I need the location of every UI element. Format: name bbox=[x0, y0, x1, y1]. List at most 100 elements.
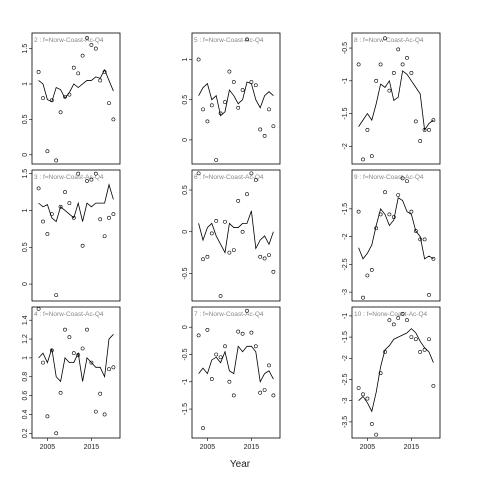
data-point bbox=[396, 193, 401, 197]
data-point bbox=[400, 176, 405, 181]
data-point bbox=[413, 337, 418, 342]
data-point bbox=[231, 393, 236, 398]
y-tick-label: 0.5 bbox=[182, 95, 189, 105]
fit-line bbox=[358, 70, 434, 132]
data-point bbox=[218, 294, 223, 298]
data-point bbox=[63, 327, 67, 332]
data-point bbox=[98, 78, 103, 83]
data-point bbox=[93, 409, 98, 414]
panel: 2 : f=Norw-Coast-Ac-Q4 0 0.5 1 1.5 bbox=[22, 32, 121, 165]
data-point bbox=[383, 190, 387, 195]
data-point bbox=[201, 426, 205, 431]
y-tick-label: 0.4 bbox=[22, 409, 29, 419]
y-tick-label: -2 bbox=[342, 143, 349, 149]
x-tick-label: 2015 bbox=[404, 444, 420, 451]
y-tick-label: 0.5 bbox=[22, 242, 29, 252]
data-point bbox=[41, 219, 45, 224]
y-tick-label: 1 bbox=[22, 82, 29, 86]
data-point bbox=[405, 55, 409, 60]
plot-frame bbox=[351, 169, 441, 302]
data-point bbox=[45, 149, 50, 154]
data-point bbox=[45, 232, 50, 236]
data-point bbox=[85, 179, 89, 183]
data-point bbox=[400, 311, 405, 316]
y-tick-label: -3 bbox=[342, 289, 349, 295]
data-point bbox=[63, 190, 67, 194]
data-point bbox=[209, 231, 214, 236]
data-point bbox=[383, 36, 387, 41]
data-point bbox=[107, 215, 111, 220]
panel: 8 : f=Norw-Coast-Ac-Q4 -2 -1.5 -1 -0.5 bbox=[342, 32, 441, 165]
data-point bbox=[80, 243, 85, 248]
plot-frame bbox=[191, 32, 281, 165]
data-point bbox=[396, 316, 401, 320]
data-point bbox=[205, 328, 210, 332]
data-point bbox=[41, 360, 45, 365]
plot-frame bbox=[351, 32, 441, 165]
data-point bbox=[405, 318, 409, 323]
data-point bbox=[89, 43, 94, 47]
data-point bbox=[409, 209, 414, 214]
x-tick-label: 2005 bbox=[200, 444, 216, 451]
panel-title: 4 : f=Norw-Coast-Ac-Q4 bbox=[34, 311, 104, 318]
plot-frame bbox=[31, 32, 121, 165]
data-point bbox=[236, 329, 241, 334]
data-point bbox=[54, 158, 59, 163]
data-point bbox=[209, 377, 214, 381]
data-point bbox=[245, 308, 249, 313]
data-point bbox=[378, 62, 383, 67]
data-point bbox=[249, 330, 254, 335]
data-point bbox=[214, 218, 219, 223]
data-point bbox=[245, 192, 249, 197]
plot-frame bbox=[191, 306, 281, 439]
panel-title: 7 : f=Norw-Coast-Ac-Q4 bbox=[194, 311, 264, 318]
data-point bbox=[409, 71, 414, 75]
y-tick-label: 0.5 bbox=[182, 185, 189, 195]
data-point bbox=[253, 83, 258, 88]
data-point bbox=[271, 124, 276, 129]
data-point bbox=[93, 171, 98, 176]
data-point bbox=[76, 171, 81, 176]
data-point bbox=[249, 171, 254, 176]
data-point bbox=[387, 318, 392, 323]
y-tick-label: -2.5 bbox=[342, 258, 349, 270]
data-point bbox=[85, 36, 89, 40]
data-point bbox=[58, 110, 63, 115]
panel: 5 : f=Norw-Coast-Ac-Q4 0 0.5 1 bbox=[182, 32, 281, 165]
data-point bbox=[54, 293, 59, 298]
fit-line bbox=[358, 328, 434, 413]
data-point bbox=[267, 363, 271, 368]
data-point bbox=[45, 414, 50, 419]
panel-title: 10 : f=Norw-Coast-Ac-Q4 bbox=[354, 311, 428, 318]
data-point bbox=[223, 344, 227, 349]
data-point bbox=[58, 390, 63, 395]
y-tick-label: -1 bbox=[182, 379, 189, 385]
data-point bbox=[431, 256, 436, 261]
fit-line bbox=[38, 68, 114, 103]
data-point bbox=[258, 390, 263, 395]
y-tick-label: -1.5 bbox=[182, 403, 189, 415]
data-point bbox=[387, 212, 392, 217]
data-point bbox=[431, 383, 436, 388]
panel: 9 : f=Norw-Coast-Ac-Q4 -3 -2.5 -2 -1.5 bbox=[342, 169, 441, 302]
data-point bbox=[231, 80, 236, 84]
data-point bbox=[374, 78, 379, 83]
data-point bbox=[409, 335, 414, 340]
data-point bbox=[365, 128, 370, 132]
y-tick-label: 0 bbox=[182, 325, 189, 329]
data-point bbox=[361, 295, 365, 300]
data-point bbox=[365, 396, 370, 401]
data-point bbox=[262, 256, 267, 261]
data-point bbox=[378, 371, 383, 376]
data-point bbox=[236, 105, 241, 110]
data-point bbox=[413, 229, 418, 233]
data-point bbox=[253, 178, 258, 182]
data-point bbox=[196, 171, 201, 176]
data-point bbox=[107, 367, 111, 372]
y-tick-label: 1 bbox=[182, 57, 189, 61]
data-point bbox=[236, 198, 241, 203]
data-point bbox=[54, 431, 59, 436]
data-point bbox=[227, 69, 232, 74]
data-point bbox=[356, 386, 361, 390]
